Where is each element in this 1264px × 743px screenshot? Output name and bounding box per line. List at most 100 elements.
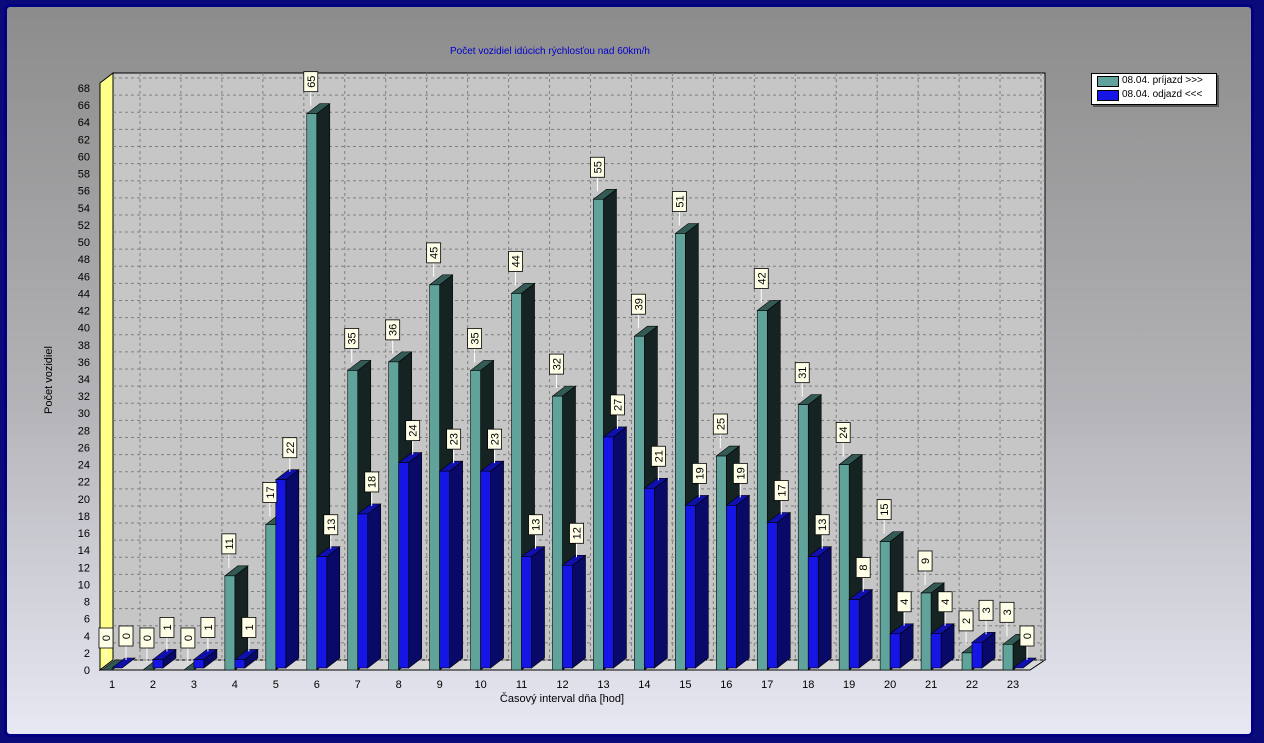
svg-text:35: 35 (347, 332, 359, 344)
x-tick-label: 20 (884, 679, 896, 691)
legend: 08.04. príjazd >>> 08.04. odjazd <<< (1091, 73, 1217, 105)
svg-text:1: 1 (162, 624, 174, 630)
y-tick-label: 48 (78, 254, 90, 266)
bar-departure-17 (767, 513, 790, 669)
y-tick-label: 4 (84, 631, 90, 643)
y-tick-label: 22 (78, 477, 90, 489)
svg-text:45: 45 (429, 247, 441, 259)
y-tick-label: 66 (78, 100, 90, 112)
x-tick-label: 4 (232, 679, 238, 691)
svg-text:1: 1 (244, 624, 256, 630)
svg-text:21: 21 (653, 450, 665, 462)
x-tick-label: 1 (109, 679, 115, 691)
svg-text:3: 3 (981, 607, 993, 613)
y-tick-label: 8 (84, 597, 90, 609)
svg-text:0: 0 (121, 633, 133, 639)
x-tick-label: 15 (679, 679, 691, 691)
x-tick-label: 18 (802, 679, 814, 691)
x-tick-label: 8 (396, 679, 402, 691)
svg-text:36: 36 (388, 324, 400, 336)
svg-text:9: 9 (920, 558, 932, 564)
svg-text:13: 13 (817, 519, 829, 531)
y-axis-label: Počet vozidiel (43, 346, 55, 414)
svg-text:8: 8 (858, 564, 870, 570)
y-tick-label: 28 (78, 425, 90, 437)
svg-text:35: 35 (470, 332, 482, 344)
svg-text:3: 3 (1002, 609, 1014, 615)
x-tick-label: 7 (355, 679, 361, 691)
x-tick-label: 17 (761, 679, 773, 691)
svg-text:11: 11 (224, 538, 236, 549)
svg-text:19: 19 (694, 467, 706, 479)
svg-text:39: 39 (633, 298, 645, 310)
side-wall (100, 73, 113, 670)
svg-text:31: 31 (797, 367, 809, 379)
legend-label-departure: 08.04. odjazd <<< (1122, 89, 1202, 100)
svg-text:51: 51 (674, 195, 686, 207)
svg-text:23: 23 (449, 433, 461, 445)
y-tick-label: 38 (78, 340, 90, 352)
svg-text:15: 15 (879, 503, 891, 515)
svg-text:25: 25 (715, 418, 727, 430)
y-tick-label: 52 (78, 220, 90, 232)
svg-text:18: 18 (367, 476, 379, 488)
x-tick-label: 16 (720, 679, 732, 691)
bar-departure-13 (603, 427, 626, 668)
x-tick-label: 12 (556, 679, 568, 691)
legend-swatch-departure (1097, 90, 1119, 101)
bar-departure-14 (644, 478, 667, 668)
x-tick-label: 3 (191, 679, 197, 691)
legend-swatch-arrival (1097, 76, 1119, 87)
y-tick-label: 36 (78, 357, 90, 369)
legend-item-arrival: 08.04. príjazd >>> (1092, 74, 1216, 88)
y-tick-label: 12 (78, 562, 90, 574)
svg-text:13: 13 (531, 519, 543, 531)
y-tick-label: 46 (78, 271, 90, 283)
bar-departure-10 (481, 461, 504, 668)
svg-text:13: 13 (326, 519, 338, 531)
chart-title: Počet vozidiel idúcich rýchlosťou nad 60… (450, 46, 650, 57)
y-tick-label: 24 (78, 460, 90, 472)
legend-item-departure: 08.04. odjazd <<< (1092, 88, 1216, 102)
y-tick-label: 32 (78, 391, 90, 403)
x-tick-label: 6 (314, 679, 320, 691)
y-tick-label: 10 (78, 579, 90, 591)
svg-text:4: 4 (899, 599, 911, 605)
bar-departure-9 (440, 461, 463, 668)
svg-text:42: 42 (756, 272, 768, 284)
bar-departure-16 (726, 495, 749, 668)
bar-departure-15 (685, 495, 708, 668)
y-tick-label: 68 (78, 83, 90, 95)
y-tick-label: 6 (84, 614, 90, 626)
x-tick-label: 23 (1007, 679, 1019, 691)
x-tick-label: 22 (966, 679, 978, 691)
y-tick-label: 62 (78, 134, 90, 146)
x-axis-label: Časový interval dňa [hod] (500, 692, 624, 705)
y-tick-label: 34 (78, 374, 90, 386)
y-tick-label: 26 (78, 442, 90, 454)
x-tick-label: 21 (925, 679, 937, 691)
y-tick-label: 20 (78, 494, 90, 506)
x-tick-label: 11 (516, 679, 527, 691)
bar-departure-8 (399, 453, 422, 668)
svg-text:22: 22 (285, 442, 297, 454)
svg-text:17: 17 (265, 486, 277, 498)
svg-text:24: 24 (408, 424, 420, 436)
y-tick-label: 50 (78, 237, 90, 249)
svg-text:27: 27 (612, 399, 624, 411)
svg-text:0: 0 (101, 635, 113, 641)
svg-text:0: 0 (1022, 633, 1034, 639)
bar-departure-5 (276, 470, 299, 668)
bar-departure-12 (563, 555, 586, 668)
svg-text:0: 0 (183, 635, 195, 641)
bar-departure-18 (808, 547, 831, 668)
bar-departure-7 (358, 504, 381, 668)
svg-text:1: 1 (203, 624, 215, 630)
y-tick-label: 56 (78, 186, 90, 198)
x-tick-label: 14 (638, 679, 650, 691)
y-tick-label: 60 (78, 151, 90, 163)
bar-departure-11 (522, 547, 545, 668)
y-tick-label: 18 (78, 511, 90, 523)
svg-text:17: 17 (776, 484, 788, 496)
svg-text:4: 4 (940, 599, 952, 605)
